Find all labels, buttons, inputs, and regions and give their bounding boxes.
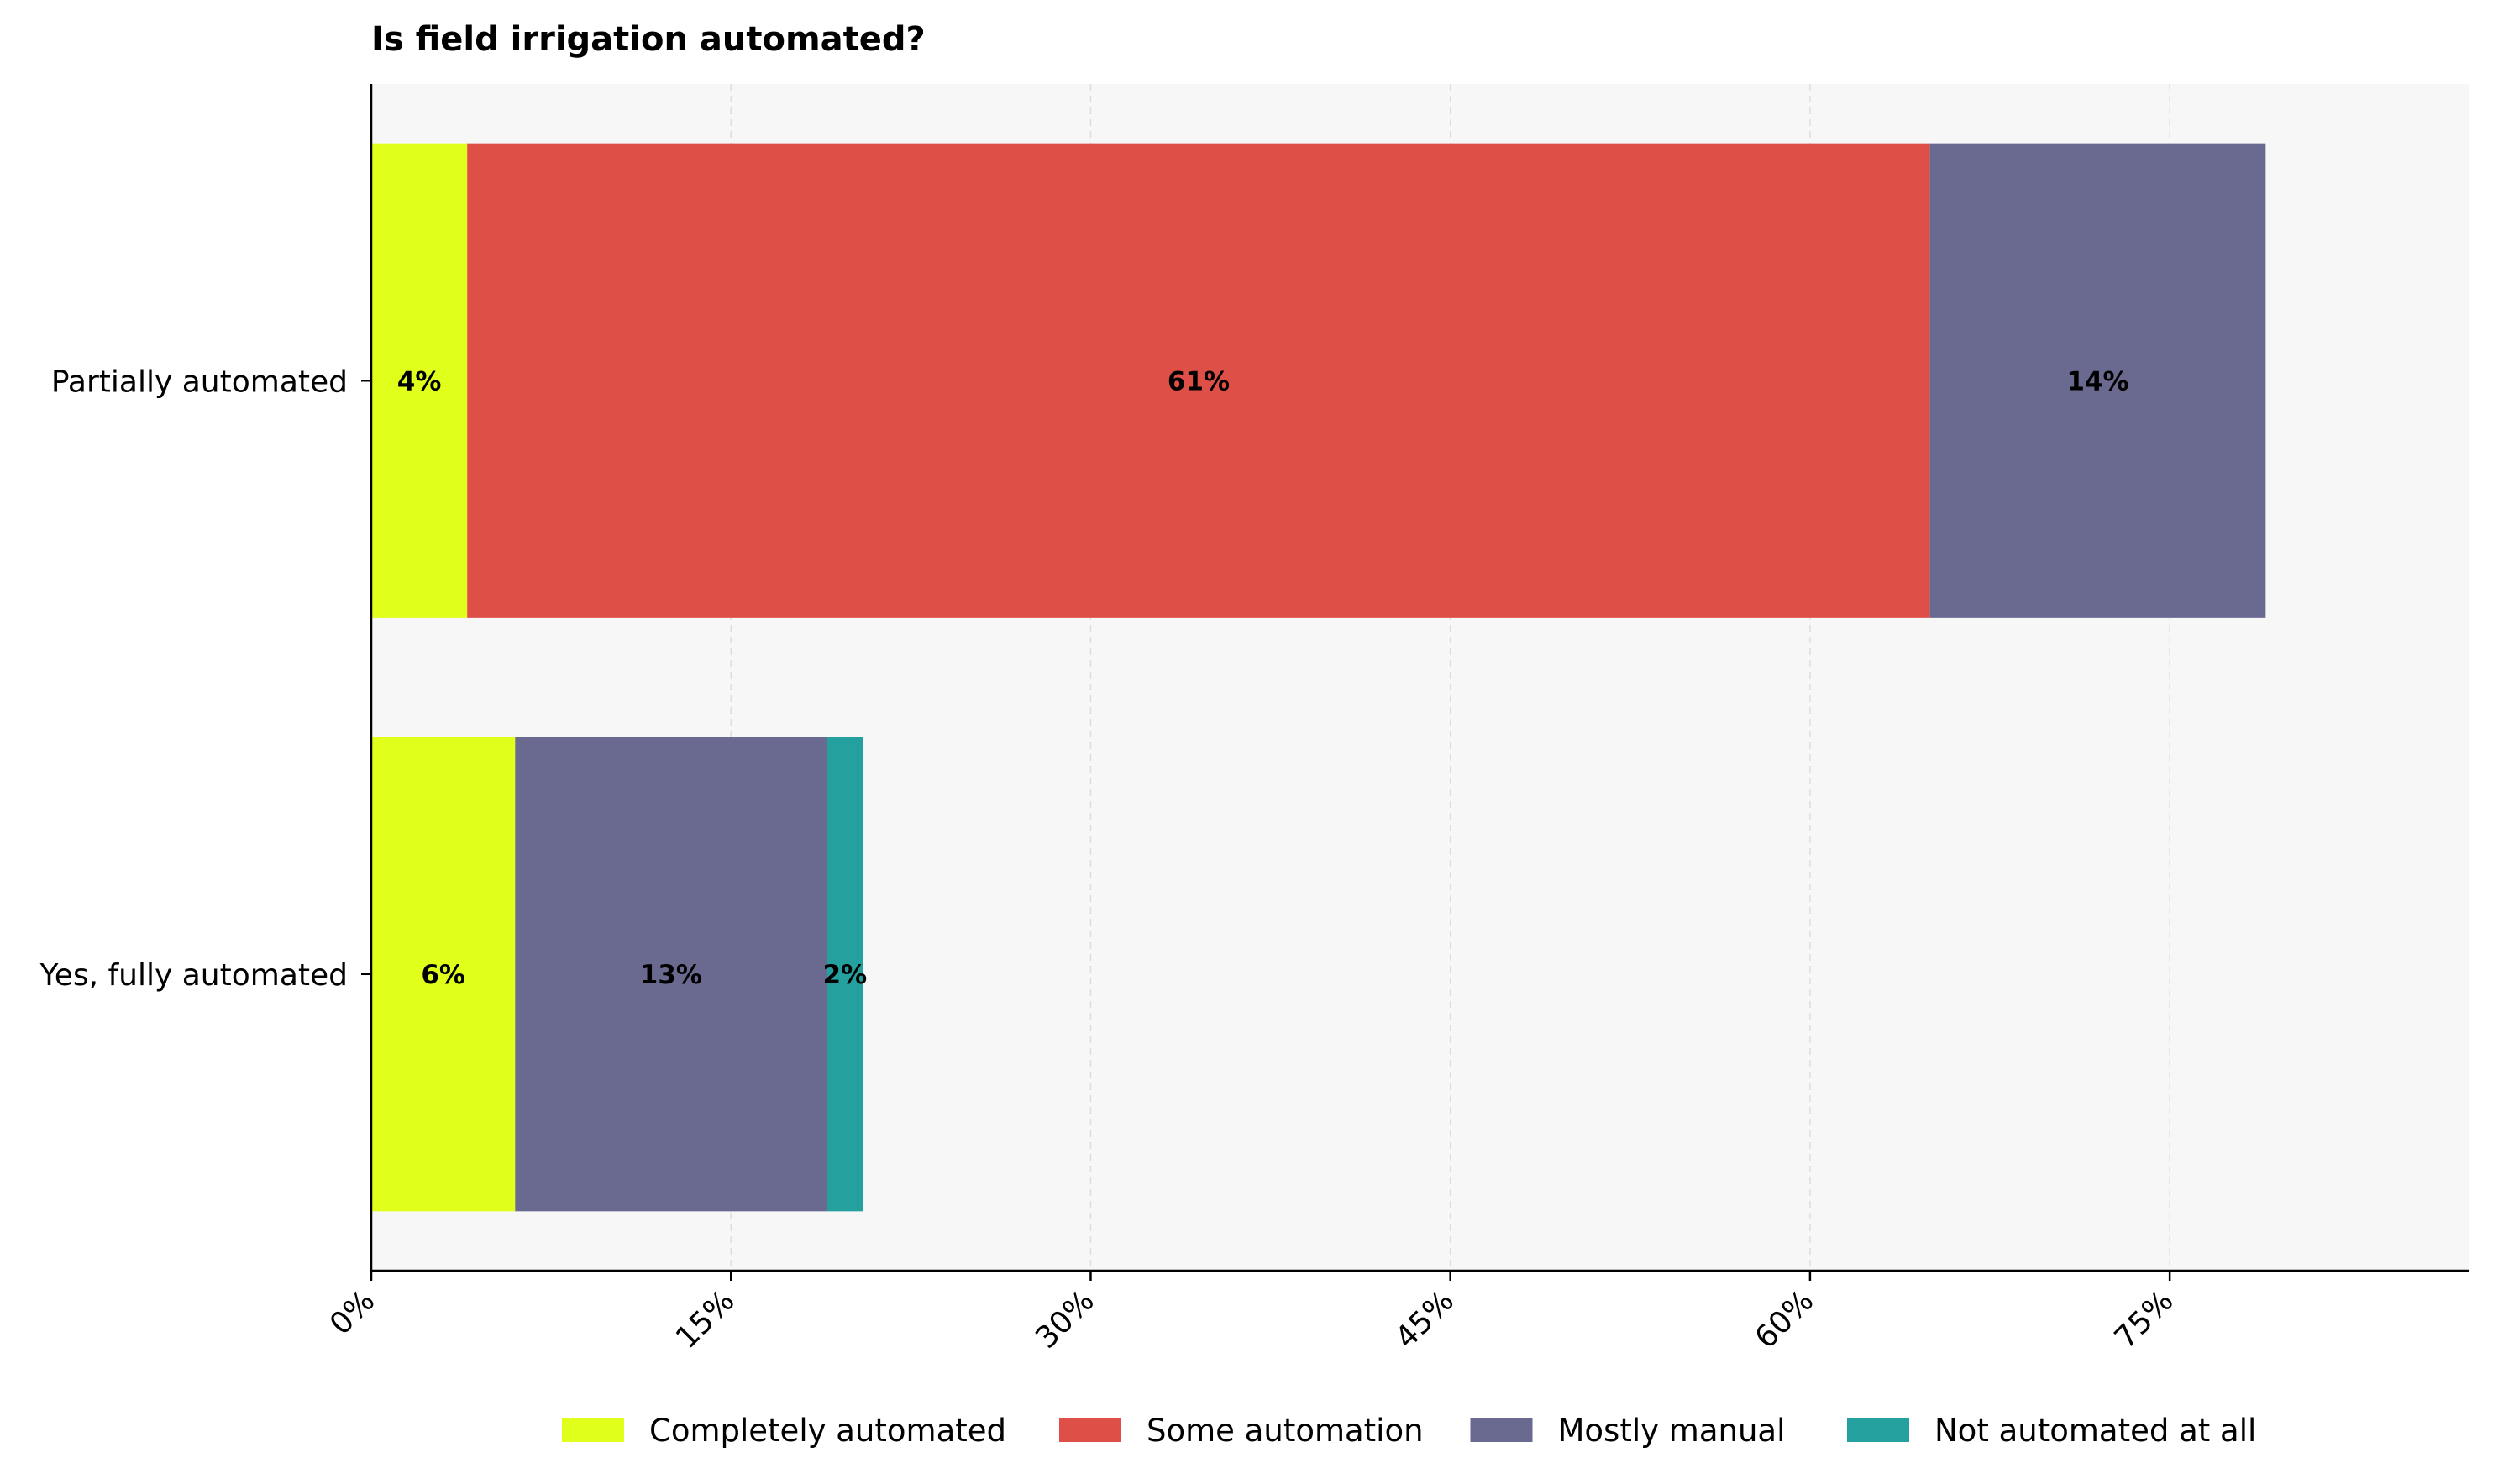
bar-value-label: 6% [421,960,465,990]
bar-segment [827,737,863,1212]
legend-swatch [1059,1418,1121,1442]
bar-value-label: 14% [2066,366,2128,396]
x-tick-label: 30% [1029,1283,1101,1356]
bar-segment [371,143,468,618]
bar-value-label: 13% [640,960,702,990]
legend-label: Completely automated [649,1413,1006,1449]
x-tick-label: 75% [2108,1283,2181,1356]
x-tick-label: 60% [1749,1283,1821,1356]
bar-labels: 4% 61% 14% 6% 13% 2% [397,366,2129,990]
legend-label: Mostly manual [1558,1413,1786,1449]
bar-segment [467,143,1930,618]
bars [371,143,2266,1212]
legend-swatch [562,1418,624,1442]
bar-segment [1929,143,2266,618]
legend-swatch [1470,1418,1533,1442]
x-tick-label: 45% [1388,1283,1461,1356]
x-tick-label: 0% [323,1283,381,1341]
chart-title: Is field irrigation automated? [371,20,926,59]
x-tick-label: 15% [669,1283,742,1356]
y-category-label: Yes, fully automated [39,958,348,993]
legend-swatch [1847,1418,1909,1442]
bar-value-label: 2% [823,960,868,990]
legend: Completely automated Some automation Mostl… [562,1413,2256,1449]
legend-label: Some automation [1147,1413,1424,1449]
bar-segment [515,737,827,1212]
bar-value-label: 61% [1168,366,1230,396]
y-axis-ticks: Partially automated Yes, fully automated [39,364,371,993]
x-axis-ticks: 0% 15% 30% 45% 60% 75% [323,1271,2181,1356]
bar-value-label: 4% [397,366,442,396]
bar-segment [371,737,516,1212]
y-category-label: Partially automated [51,364,348,399]
legend-label: Not automated at all [1934,1413,2256,1449]
